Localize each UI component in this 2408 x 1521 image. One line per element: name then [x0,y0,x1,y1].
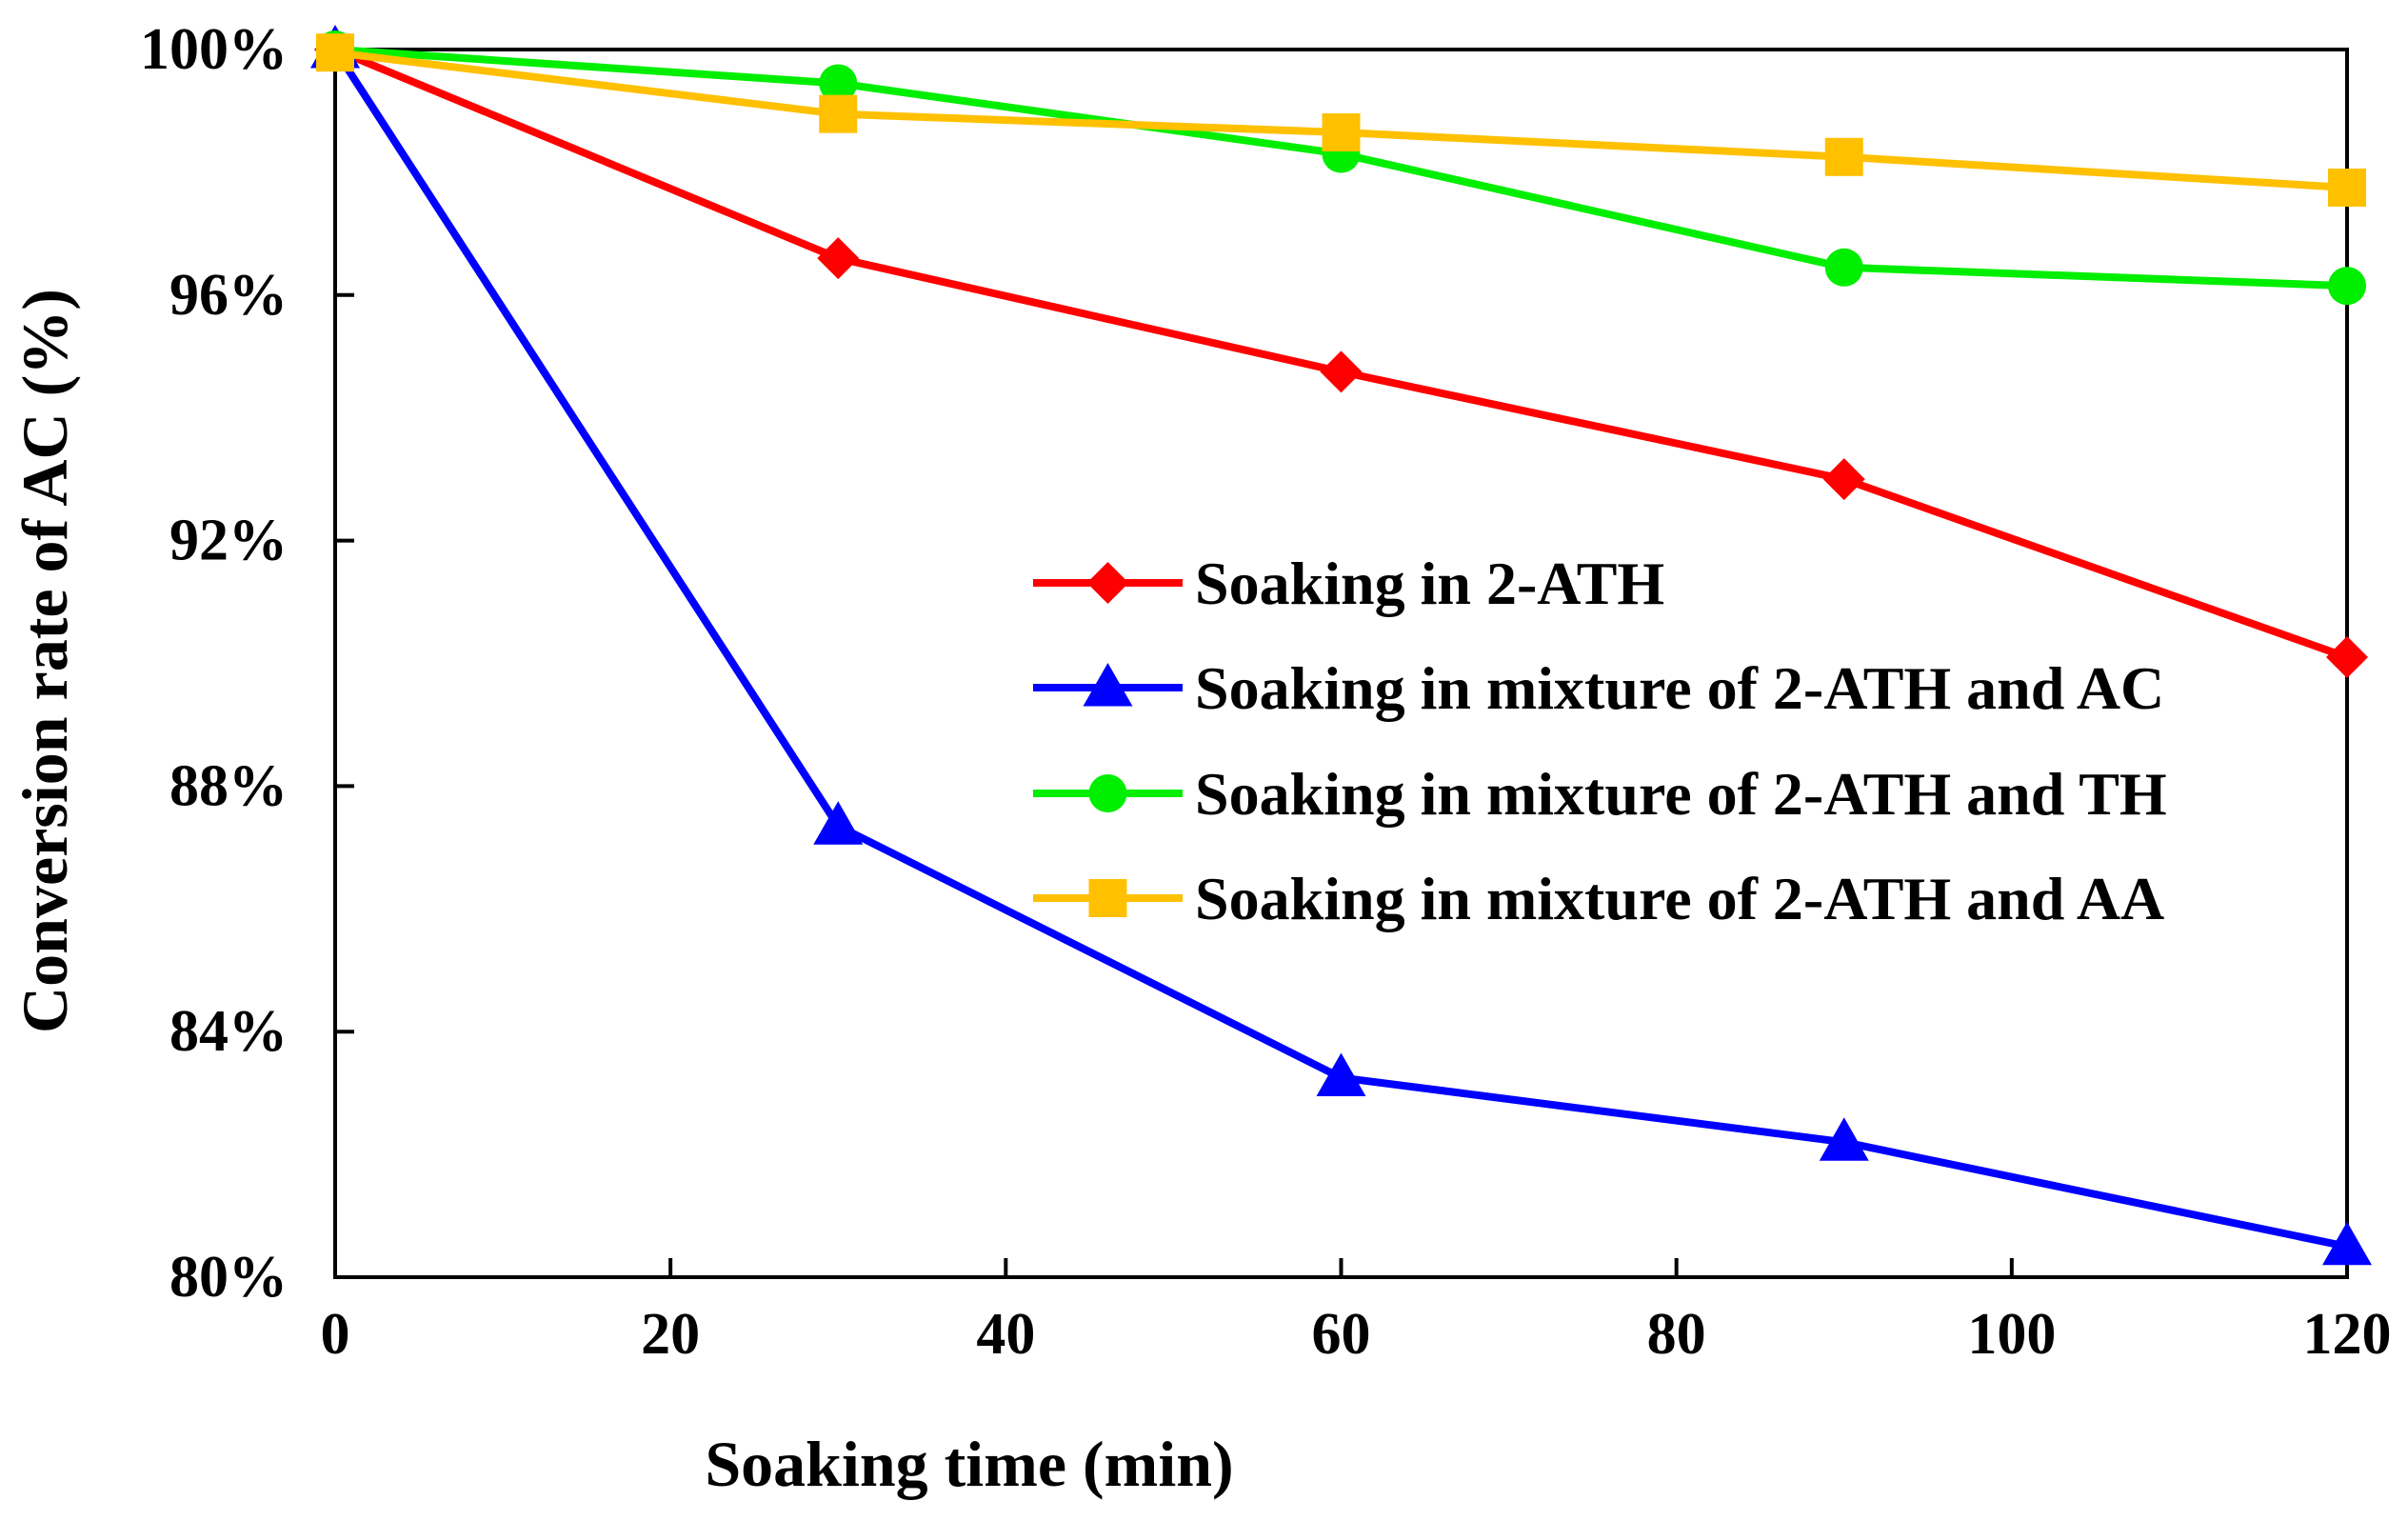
data-point [1824,248,1863,287]
axes-layer: 0 20 40 60 80 100 120 80% 84% 88% 92% 96% 100% [140,17,2392,1367]
series-1 [314,29,2368,679]
x-tick-label: 20 [641,1302,700,1367]
data-point [2326,636,2368,679]
legend: Soaking in 2-ATH Soaking in mixture of 2-… [1033,550,2167,932]
y-tick-label: 84% [169,999,288,1064]
data-point [2322,1221,2372,1266]
data-point [819,94,858,133]
series-layer [310,25,2372,1266]
data-point [817,237,860,280]
data-point [316,33,354,72]
x-axis-title: Soaking time (min) [705,1428,1233,1500]
legend-item: Soaking in 2-ATH [1033,550,1664,617]
y-axis-title: Conversion rate of AC (%) [9,289,81,1033]
y-tick-label: 96% [169,263,288,328]
x-tick-label: 120 [2303,1302,2392,1367]
data-point [1824,137,1863,176]
data-point [1819,1117,1869,1161]
series-2 [310,25,2372,1266]
y-tick-label: 100% [140,17,288,82]
x-tick-label: 80 [1647,1302,1706,1367]
data-point [1322,113,1361,152]
legend-label: Soaking in mixture of 2-ATH and AA [1195,865,2164,932]
data-point [2328,169,2366,208]
legend-marker [1088,774,1127,812]
legend-label: Soaking in 2-ATH [1195,550,1664,617]
legend-marker [1086,562,1129,604]
legend-item: Soaking in mixture of 2-ATH and AA [1033,865,2164,932]
x-tick-label: 0 [321,1302,350,1367]
data-point [2328,267,2366,306]
data-point [1320,350,1363,393]
legend-item: Soaking in mixture of 2-ATH and AC [1033,654,2164,722]
data-point [1822,458,1865,501]
legend-label: Soaking in mixture of 2-ATH and AC [1195,654,2164,722]
x-tick-label: 60 [1312,1302,1371,1367]
y-tick-label: 80% [169,1245,288,1310]
legend-item: Soaking in mixture of 2-ATH and TH [1033,760,2167,828]
series-4 [316,33,2366,208]
legend-marker [1083,663,1133,707]
data-point [813,801,864,845]
y-tick-label: 92% [169,509,288,573]
data-point [819,64,858,103]
y-tick-label: 88% [169,753,288,818]
x-tick-label: 100 [1967,1302,2056,1367]
x-tick-label: 40 [976,1302,1035,1367]
legend-marker [1088,879,1127,917]
data-point [1316,1052,1366,1097]
legend-label: Soaking in mixture of 2-ATH and TH [1195,760,2167,828]
